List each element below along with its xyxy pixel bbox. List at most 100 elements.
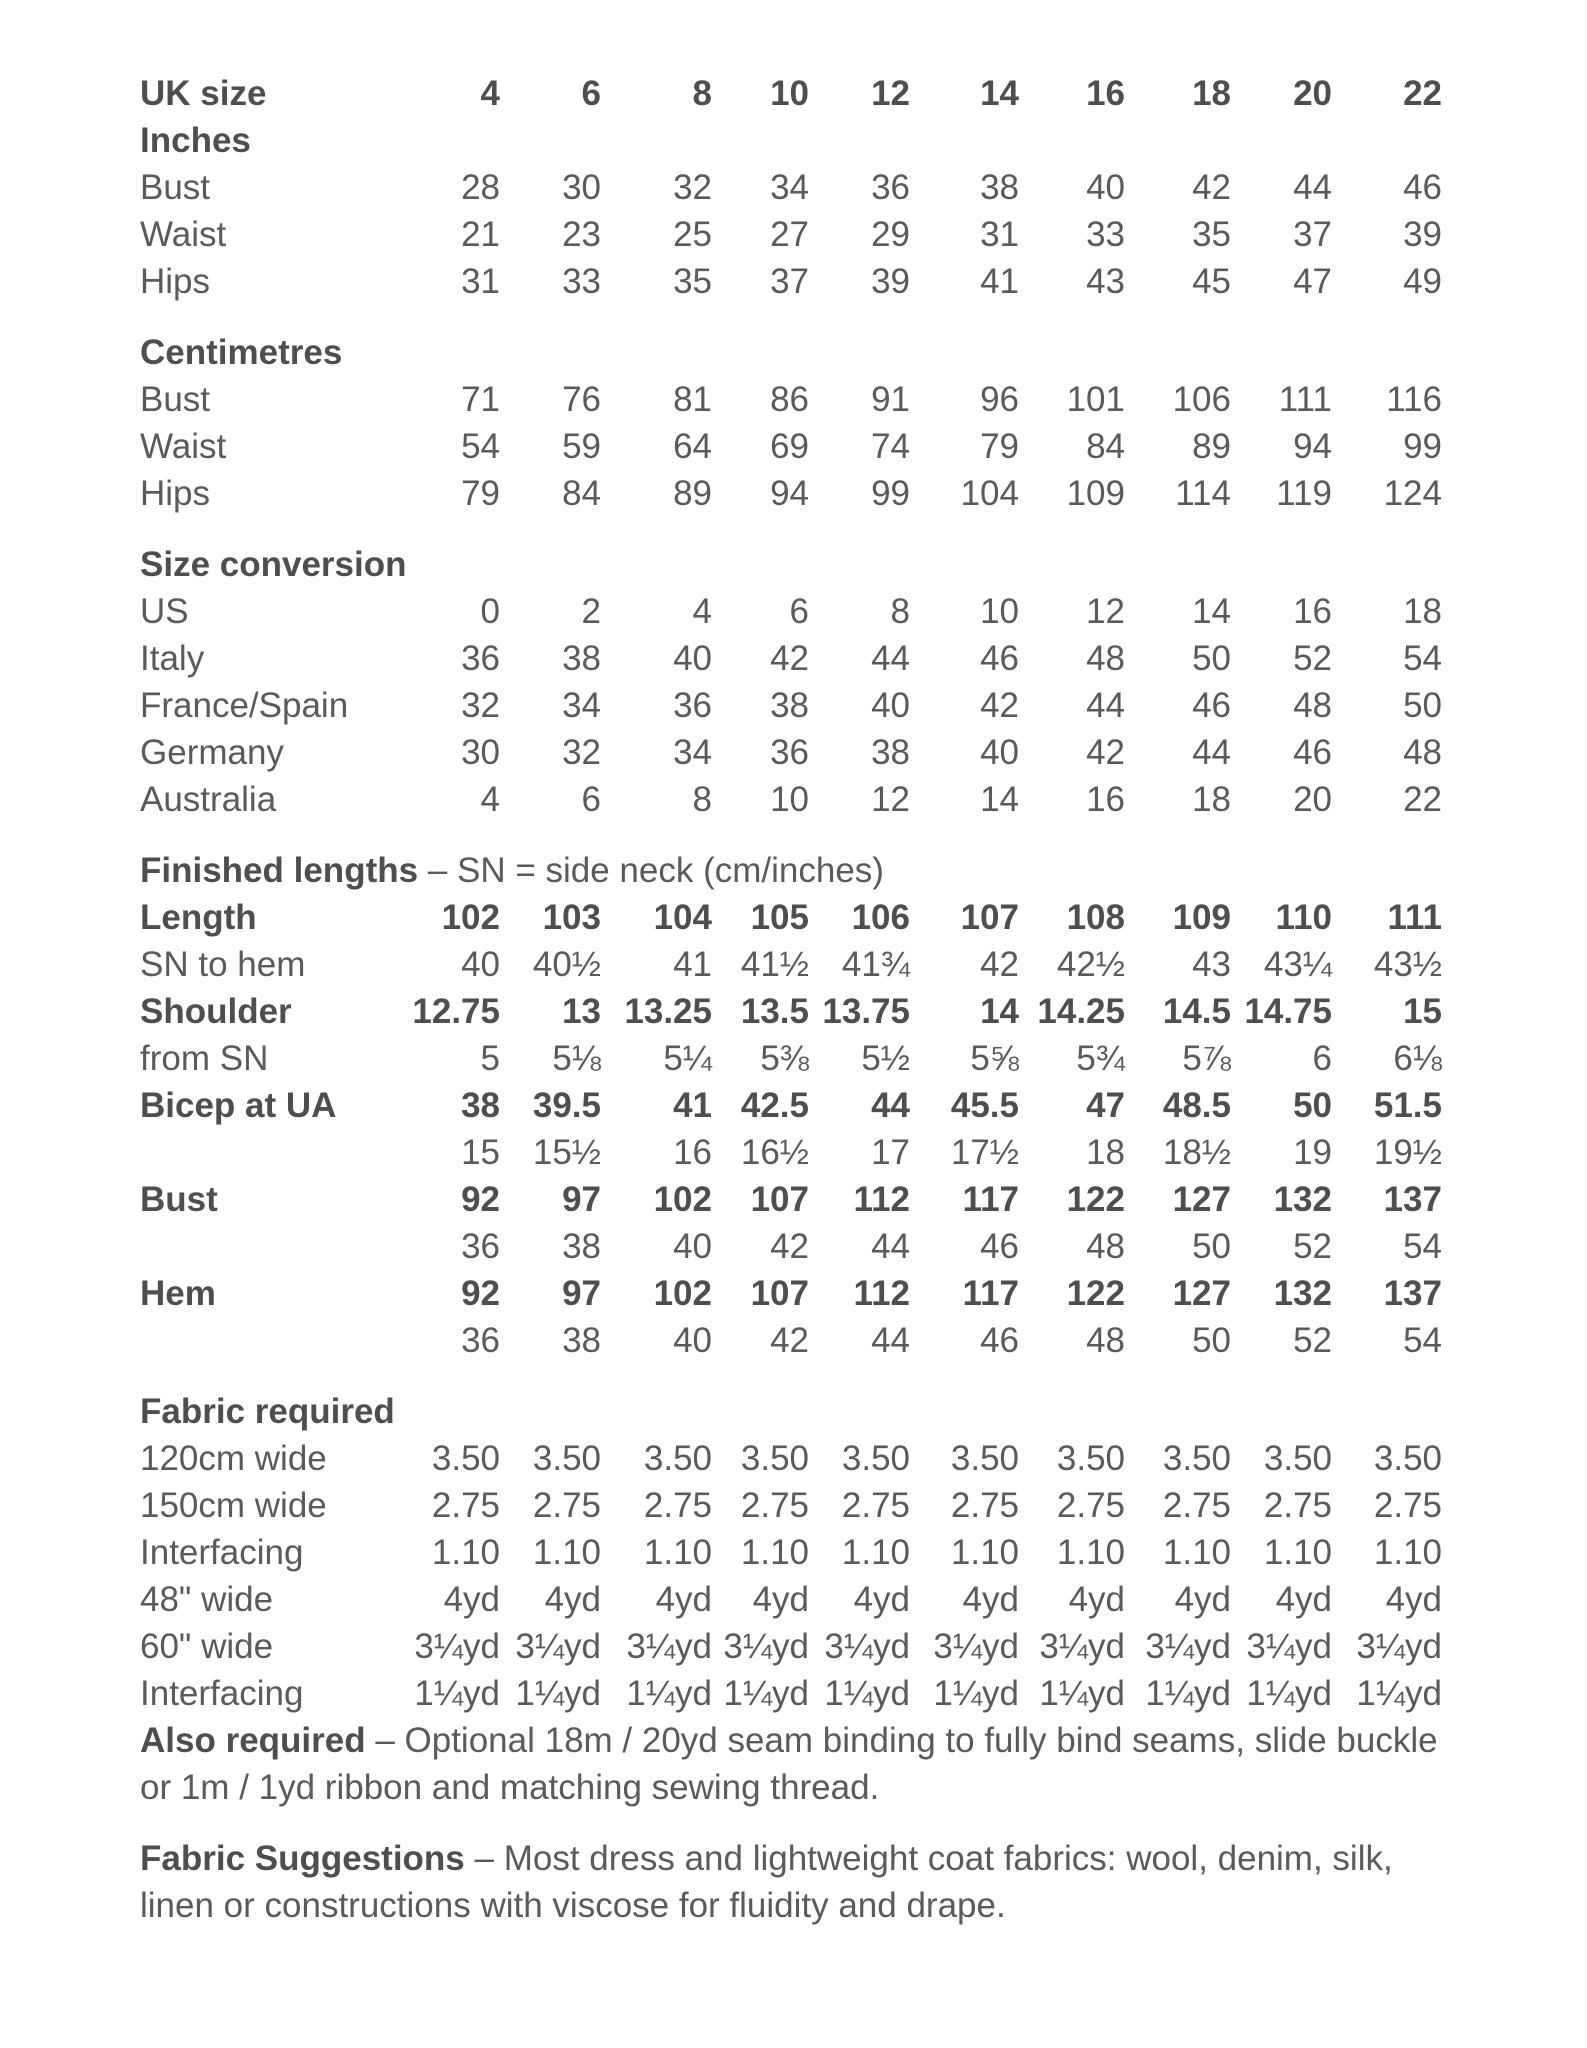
row-value: 39.5	[532, 1086, 601, 1125]
section-title: Finished lengths – SN = side neck (cm/in…	[140, 847, 1450, 894]
row-value: 137	[1383, 1274, 1442, 1313]
row-value: 22	[1403, 780, 1442, 819]
row-value: 15½	[532, 1133, 601, 1172]
table-row: Hem 92 97 102 107 112 117 122 127 132 137	[140, 1270, 1450, 1317]
row-value: 1.10	[841, 1533, 910, 1572]
row-label: US	[140, 592, 189, 631]
row-value: 108	[1066, 898, 1125, 937]
row-value: 41½	[740, 945, 809, 984]
section-title-label: Inches	[140, 121, 251, 160]
row-value: 1¼yd	[626, 1674, 712, 1713]
row-value: 112	[853, 1274, 910, 1313]
row-value: 94	[1293, 427, 1332, 466]
row-value: 44	[871, 1086, 910, 1125]
row-value: 3.50	[431, 1439, 500, 1478]
row-value: 4	[480, 74, 500, 113]
row-value: 81	[673, 380, 712, 419]
row-value: 52	[1293, 639, 1332, 678]
table-row: Shoulder 12.75 13 13.25 13.5 13.75 14 14.25 14.5…	[140, 988, 1450, 1035]
row-label: Interfacing	[140, 1674, 304, 1713]
row-value: 102	[653, 1274, 712, 1313]
table-row: Waist 54 59 64 69 74 79 84 89 94 99	[140, 423, 1450, 470]
row-value: 41	[673, 945, 712, 984]
row-value: 32	[562, 733, 601, 772]
row-label: Waist	[140, 215, 227, 254]
row-value: 4yd	[1174, 1580, 1231, 1619]
row-value: 43¼	[1263, 945, 1332, 984]
row-value: 31	[461, 262, 500, 301]
row-value: 38	[770, 686, 809, 725]
row-label: Australia	[140, 780, 277, 819]
table-row: Hips 31 33 35 37 39 41 43 45 47 49	[140, 258, 1450, 305]
row-value: 29	[871, 215, 910, 254]
row-value: 50	[1192, 639, 1231, 678]
row-value: 8	[890, 592, 910, 631]
section-title-label: Size conversion	[140, 545, 407, 584]
row-value: 38	[461, 1086, 500, 1125]
row-value: 3.50	[950, 1439, 1019, 1478]
row-value: 30	[461, 733, 500, 772]
row-value: 1.10	[532, 1533, 601, 1572]
row-label: from SN	[140, 1039, 269, 1078]
row-value: 5⅞	[1182, 1039, 1231, 1078]
row-value: 42½	[1056, 945, 1125, 984]
row-value: 38	[562, 1227, 601, 1266]
row-label: 120cm wide	[140, 1439, 327, 1478]
row-value: 38	[871, 733, 910, 772]
table-row: from SN 5 5⅛ 5¼ 5⅜ 5½ 5⅝ 5¾ 5⅞ 6 6⅛	[140, 1035, 1450, 1082]
row-value: 10	[980, 592, 1019, 631]
row-value: 6	[789, 592, 809, 631]
row-value: 34	[673, 733, 712, 772]
row-value: 35	[673, 262, 712, 301]
size-chart: UK size 4 6 8 10 12 14 16 18 20 22 Inches Bust 28 30 3…	[140, 70, 1450, 1929]
row-value: 102	[441, 898, 500, 937]
row-value: 107	[960, 898, 1019, 937]
row-value: 69	[770, 427, 809, 466]
row-label: Italy	[140, 639, 205, 678]
row-value: 12	[871, 780, 910, 819]
row-value: 8	[692, 780, 712, 819]
row-value: 2.75	[1056, 1486, 1125, 1525]
section-title-suffix: – SN = side neck (cm/inches)	[418, 851, 884, 890]
row-value: 97	[562, 1180, 601, 1219]
section-title: Centimetres	[140, 329, 1450, 376]
row-value: 14	[980, 992, 1019, 1031]
row-value: 44	[871, 639, 910, 678]
row-value: 48	[1293, 686, 1332, 725]
row-value: 48	[1086, 639, 1125, 678]
table-row: Waist 21 23 25 27 29 31 33 35 37 39	[140, 211, 1450, 258]
row-value: 124	[1383, 474, 1442, 513]
row-value: 14.75	[1244, 992, 1332, 1031]
row-value: 40½	[532, 945, 601, 984]
row-value: 36	[871, 168, 910, 207]
row-label: SN to hem	[140, 945, 306, 984]
row-value: 14.25	[1037, 992, 1125, 1031]
row-value: 101	[1066, 380, 1125, 419]
table-row: Italy 36 38 40 42 44 46 48 50 52 54	[140, 635, 1450, 682]
row-value: 8	[692, 74, 712, 113]
row-label: Shoulder	[140, 992, 292, 1031]
row-value: 34	[562, 686, 601, 725]
table-row: 48" wide 4yd 4yd 4yd 4yd 4yd 4yd 4yd 4yd 4yd 4yd	[140, 1576, 1450, 1623]
row-value: 3.50	[643, 1439, 712, 1478]
section-fabric-required: Fabric required 120cm wide 3.50 3.50 3.50 3.5…	[140, 1388, 1450, 1717]
row-value: 2.75	[740, 1486, 809, 1525]
row-value: 2.75	[643, 1486, 712, 1525]
row-value: 42	[1086, 733, 1125, 772]
section-title-label: Centimetres	[140, 333, 343, 372]
row-value: 37	[1293, 215, 1332, 254]
row-value: 36	[461, 639, 500, 678]
row-value: 36	[770, 733, 809, 772]
row-value: 41¾	[841, 945, 910, 984]
row-value: 25	[673, 215, 712, 254]
row-value: 42	[980, 686, 1019, 725]
row-value: 12.75	[412, 992, 500, 1031]
row-value: 16½	[740, 1133, 809, 1172]
row-value: 45.5	[950, 1086, 1019, 1125]
row-value: 34	[770, 168, 809, 207]
row-value: 2.75	[950, 1486, 1019, 1525]
row-value: 36	[461, 1227, 500, 1266]
row-value: 20	[1293, 74, 1332, 113]
section-inches: Inches Bust 28 30 32 34 36 38 40 42 44 46 Waist 21 23 2…	[140, 117, 1450, 305]
row-value: 3¼yd	[824, 1627, 910, 1666]
